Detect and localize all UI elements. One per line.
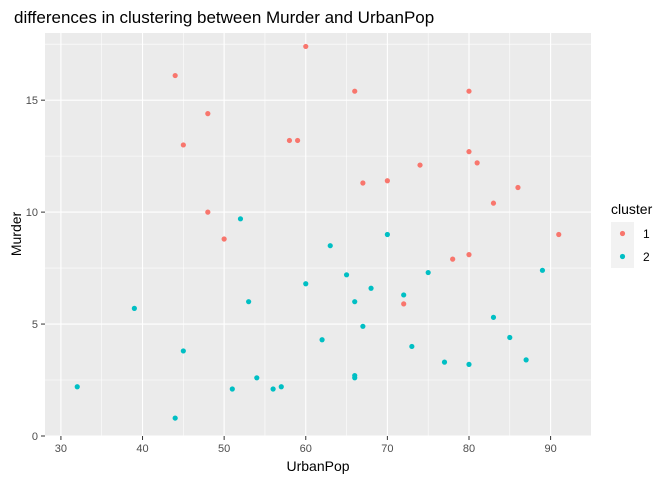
x-tick-label: 60 [300,443,312,455]
data-point-cluster-2 [303,281,309,287]
data-point-cluster-2 [131,305,137,311]
data-point-cluster-2 [74,384,80,390]
data-point-cluster-2 [319,337,325,343]
x-tick-label: 70 [381,443,393,455]
data-point-cluster-1 [303,43,309,50]
data-point-cluster-2 [490,314,497,320]
data-point-cluster-2 [384,231,390,238]
data-points [74,43,562,421]
y-tick-label: 5 [32,319,38,331]
data-point-cluster-2 [180,348,186,354]
legend-label-cluster-1: 1 [643,227,650,241]
y-tick-label: 0 [32,431,38,443]
data-point-cluster-1 [286,137,293,144]
data-point-cluster-1 [294,137,301,144]
data-point-cluster-1 [466,149,472,155]
data-point-cluster-1 [466,252,472,258]
x-tick-label: 90 [544,443,556,455]
data-point-cluster-1 [474,160,480,166]
data-point-cluster-1 [352,88,358,94]
data-point-cluster-2 [270,386,276,392]
data-point-cluster-2 [237,216,244,222]
data-point-cluster-1 [466,88,472,94]
x-tick-label: 30 [55,443,67,455]
data-point-cluster-1 [180,142,186,148]
y-tick-label: 10 [26,207,38,219]
x-axis-title: UrbanPop [286,458,349,474]
data-point-cluster-2 [343,272,350,278]
data-point-cluster-2 [172,415,178,421]
x-tick-label: 80 [463,443,475,455]
data-point-cluster-1 [556,231,562,238]
data-point-cluster-2 [352,299,358,305]
data-point-cluster-2 [441,359,448,365]
legend: cluster 1 2 [611,201,653,268]
data-point-cluster-1 [384,178,390,184]
legend-key-cluster-1 [619,230,626,237]
data-point-cluster-2 [360,323,366,329]
y-axis-ticks: 0 5 10 15 [26,95,45,443]
data-point-cluster-2 [409,343,415,350]
data-point-cluster-2 [352,375,358,381]
data-point-cluster-1 [360,180,366,186]
y-axis-title: Murder [8,211,24,256]
data-point-cluster-2 [539,267,546,273]
data-point-cluster-2 [327,243,333,249]
chart-title: differences in clustering between Murder… [14,8,434,27]
x-tick-label: 40 [136,443,148,455]
data-point-cluster-2 [507,334,513,341]
x-axis-ticks: 30 40 50 60 70 80 90 [55,436,557,455]
data-point-cluster-2 [523,357,529,363]
data-point-cluster-1 [450,256,456,262]
data-point-cluster-2 [254,375,260,381]
legend-label-cluster-2: 2 [643,250,650,264]
data-point-cluster-2 [425,269,431,276]
data-point-cluster-2 [278,384,284,390]
data-point-cluster-1 [490,200,497,206]
data-point-cluster-2 [229,386,235,392]
data-point-cluster-2 [466,361,472,367]
x-tick-label: 50 [218,443,230,455]
data-point-cluster-1 [205,209,211,215]
data-point-cluster-1 [205,111,211,117]
data-point-cluster-2 [401,292,407,298]
data-point-cluster-1 [417,162,423,168]
data-point-cluster-1 [401,301,407,307]
legend-title: cluster [611,201,653,217]
legend-key-cluster-2 [619,253,626,260]
data-point-cluster-1 [172,72,178,79]
data-point-cluster-1 [221,236,227,242]
y-tick-label: 15 [26,95,38,107]
data-point-cluster-2 [368,285,374,291]
data-point-cluster-2 [246,299,252,305]
major-gridlines [45,33,591,437]
data-point-cluster-1 [515,184,521,191]
plot-panel [45,33,591,436]
